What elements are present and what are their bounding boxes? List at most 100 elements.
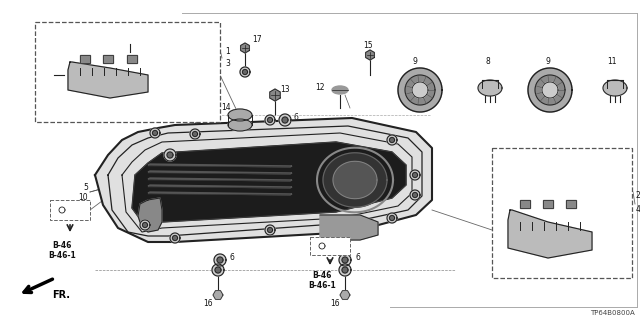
Bar xyxy=(543,200,553,208)
Text: 17: 17 xyxy=(252,36,262,44)
Polygon shape xyxy=(413,172,417,178)
Text: 18: 18 xyxy=(38,70,47,79)
Polygon shape xyxy=(240,67,250,77)
Polygon shape xyxy=(95,118,432,242)
Polygon shape xyxy=(387,213,397,223)
Polygon shape xyxy=(170,233,180,243)
Text: 6: 6 xyxy=(293,114,298,123)
Polygon shape xyxy=(68,62,148,98)
Polygon shape xyxy=(212,264,224,276)
Polygon shape xyxy=(410,170,420,180)
Polygon shape xyxy=(270,89,280,101)
Polygon shape xyxy=(167,152,173,158)
Polygon shape xyxy=(138,198,162,232)
Polygon shape xyxy=(214,254,226,266)
Text: 12: 12 xyxy=(316,84,325,92)
Polygon shape xyxy=(59,207,65,213)
Polygon shape xyxy=(339,254,351,266)
Text: 18: 18 xyxy=(530,268,540,276)
Polygon shape xyxy=(217,257,223,263)
Polygon shape xyxy=(56,204,68,216)
Bar xyxy=(310,237,350,255)
Bar xyxy=(520,200,530,208)
Polygon shape xyxy=(319,243,325,249)
Polygon shape xyxy=(398,68,442,112)
Text: 16: 16 xyxy=(330,299,340,308)
Polygon shape xyxy=(152,131,157,135)
Polygon shape xyxy=(173,236,177,241)
Polygon shape xyxy=(333,161,377,199)
Text: 18: 18 xyxy=(540,157,550,166)
Text: 9: 9 xyxy=(413,58,417,67)
Text: 13: 13 xyxy=(280,85,290,94)
Text: 8: 8 xyxy=(486,58,490,67)
Polygon shape xyxy=(150,128,160,138)
Polygon shape xyxy=(527,166,534,174)
Polygon shape xyxy=(143,222,147,228)
Polygon shape xyxy=(148,185,292,188)
Bar xyxy=(127,55,137,63)
Polygon shape xyxy=(54,37,66,47)
Polygon shape xyxy=(241,43,250,53)
Text: 2: 2 xyxy=(636,190,640,199)
Polygon shape xyxy=(279,114,291,126)
Text: 5: 5 xyxy=(83,183,88,193)
Polygon shape xyxy=(390,138,394,142)
Polygon shape xyxy=(164,149,176,161)
Text: 6: 6 xyxy=(355,253,360,262)
Polygon shape xyxy=(390,215,394,220)
Text: 6: 6 xyxy=(157,143,162,153)
Text: 10: 10 xyxy=(78,194,88,203)
Text: 9: 9 xyxy=(545,58,550,67)
Polygon shape xyxy=(387,135,397,145)
Polygon shape xyxy=(268,228,273,233)
Bar xyxy=(127,55,137,63)
Text: 4: 4 xyxy=(635,205,640,214)
Polygon shape xyxy=(265,115,275,125)
Polygon shape xyxy=(342,267,348,273)
Text: 7: 7 xyxy=(50,34,55,43)
Polygon shape xyxy=(516,258,524,266)
Bar xyxy=(492,148,632,278)
Polygon shape xyxy=(148,171,292,174)
Polygon shape xyxy=(323,153,387,207)
Bar xyxy=(103,55,113,63)
Bar xyxy=(103,55,113,63)
Polygon shape xyxy=(410,190,420,200)
Polygon shape xyxy=(342,257,348,263)
Bar xyxy=(566,200,576,208)
Polygon shape xyxy=(528,68,572,112)
Bar xyxy=(80,55,90,63)
Text: B-46: B-46 xyxy=(312,271,332,280)
Text: 15: 15 xyxy=(363,41,373,50)
Polygon shape xyxy=(339,264,351,276)
Polygon shape xyxy=(148,178,292,181)
Bar xyxy=(80,55,90,63)
Text: 14: 14 xyxy=(221,103,231,113)
Bar xyxy=(566,200,576,208)
Bar xyxy=(520,200,530,208)
Polygon shape xyxy=(265,225,275,235)
Polygon shape xyxy=(213,291,223,299)
Text: 6: 6 xyxy=(230,253,235,262)
Text: FR.: FR. xyxy=(52,290,70,300)
Polygon shape xyxy=(340,291,350,299)
Ellipse shape xyxy=(228,109,252,121)
Polygon shape xyxy=(282,117,288,123)
Bar xyxy=(50,200,90,220)
Text: 1: 1 xyxy=(225,47,230,57)
Polygon shape xyxy=(47,71,54,79)
Polygon shape xyxy=(365,50,374,60)
Text: 3: 3 xyxy=(225,60,230,68)
Polygon shape xyxy=(148,192,292,195)
Text: B-46: B-46 xyxy=(52,241,72,250)
Polygon shape xyxy=(193,132,198,137)
Polygon shape xyxy=(535,75,565,105)
Polygon shape xyxy=(215,267,221,273)
Polygon shape xyxy=(316,240,328,252)
Polygon shape xyxy=(478,80,502,96)
Text: 17: 17 xyxy=(202,103,212,113)
Polygon shape xyxy=(320,215,378,240)
Polygon shape xyxy=(413,193,417,197)
Text: 16: 16 xyxy=(203,299,213,308)
